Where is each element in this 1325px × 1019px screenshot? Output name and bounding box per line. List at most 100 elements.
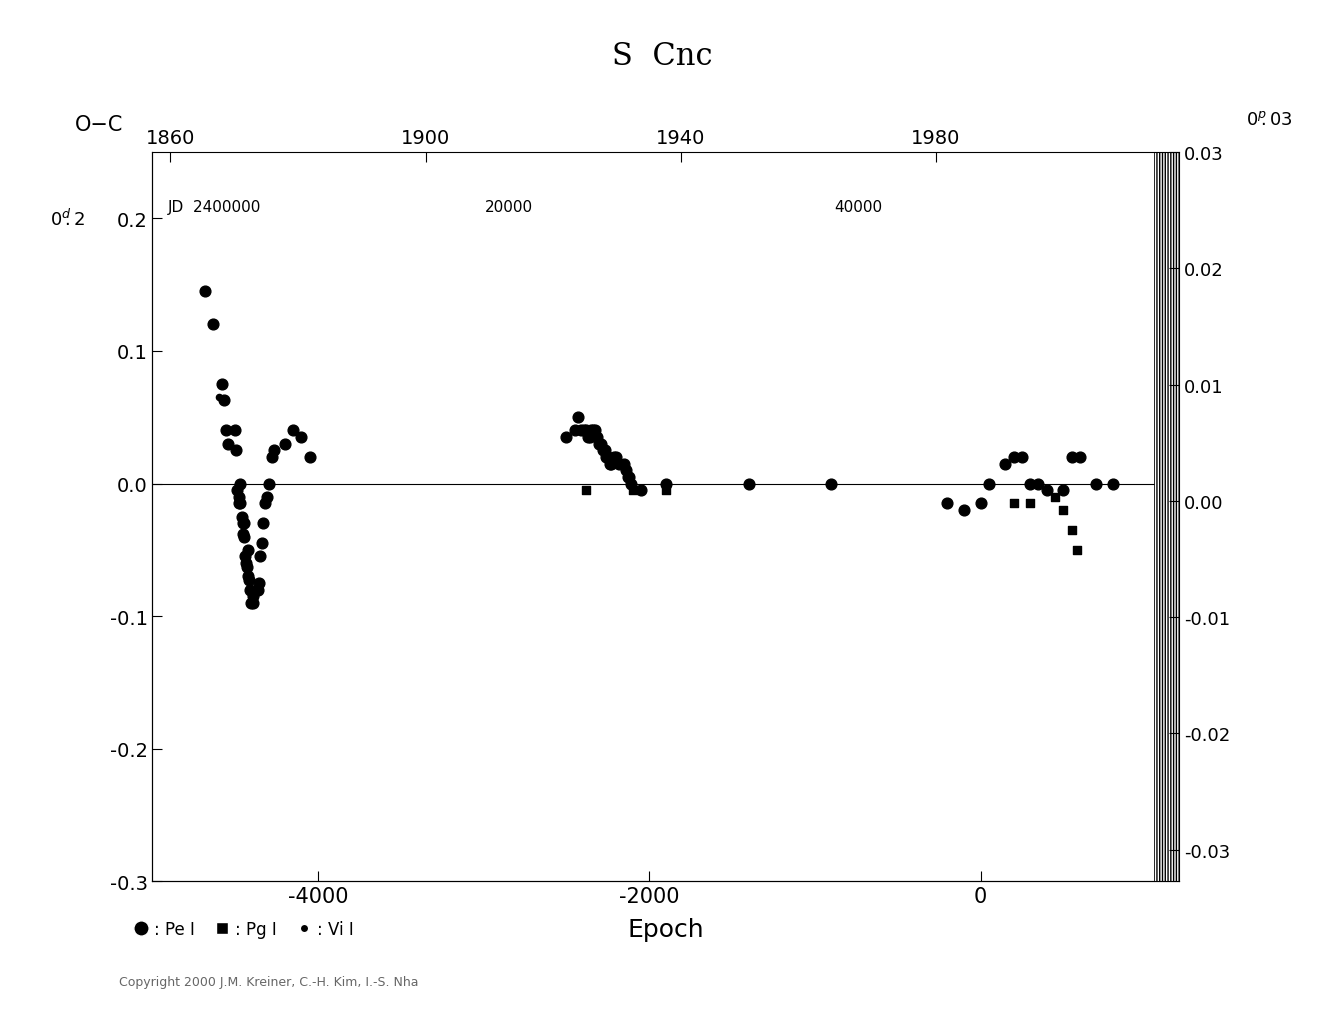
Point (575, 482, 596, 498)
Point (578, 429, 599, 445)
Point (261, 449, 282, 466)
X-axis label: Epoch: Epoch (628, 917, 704, 942)
Point (1085, 476, 1106, 492)
Point (229, 476, 250, 492)
Point (1028, 476, 1049, 492)
Point (236, 555, 257, 572)
Point (588, 436, 610, 452)
Point (1052, 482, 1073, 498)
Point (249, 548, 270, 565)
Point (213, 392, 235, 409)
Point (240, 595, 261, 611)
Point (237, 569, 258, 585)
Point (620, 476, 641, 492)
Point (248, 582, 269, 598)
Point (615, 463, 636, 479)
Point (242, 588, 264, 604)
Point (1003, 449, 1024, 466)
Point (621, 482, 643, 498)
Point (1052, 502, 1073, 519)
Point (249, 575, 270, 591)
Point (613, 455, 635, 472)
Text: $0^d\!\!.2$: $0^d\!\!.2$ (50, 209, 86, 229)
Point (232, 516, 253, 532)
Point (282, 423, 303, 439)
Point (555, 429, 576, 445)
Point (574, 423, 595, 439)
Point (235, 548, 256, 565)
Point (587, 429, 608, 445)
Point (995, 455, 1016, 472)
Point (242, 595, 264, 611)
Point (571, 423, 592, 439)
Point (1044, 489, 1065, 505)
Point (631, 482, 652, 498)
Point (264, 442, 285, 459)
Point (582, 423, 603, 439)
Point (1065, 542, 1086, 558)
Point (1019, 495, 1040, 512)
Point (592, 442, 613, 459)
Point (608, 455, 629, 472)
Point (233, 516, 254, 532)
Point (216, 423, 237, 439)
Text: Copyright 2000 J.M. Kreiner, C.-H. Kim, I.-S. Nha: Copyright 2000 J.M. Kreiner, C.-H. Kim, … (119, 975, 419, 988)
Text: O−C: O−C (76, 115, 123, 135)
Point (598, 449, 619, 466)
Point (617, 469, 639, 485)
Point (224, 423, 245, 439)
Point (225, 482, 246, 498)
Point (195, 283, 216, 300)
Text: $0^p\!\!.03$: $0^p\!\!.03$ (1246, 111, 1293, 128)
Point (594, 442, 615, 459)
Point (567, 410, 588, 426)
Legend: : Pe I, : Pg I, : Vi I: : Pe I, : Pg I, : Vi I (127, 913, 360, 945)
Point (253, 516, 274, 532)
Point (250, 535, 272, 551)
Point (212, 376, 233, 392)
Text: S  Cnc: S Cnc (612, 41, 713, 71)
Point (228, 495, 249, 512)
Point (604, 449, 625, 466)
Point (575, 423, 596, 439)
Point (606, 449, 627, 466)
Point (970, 495, 991, 512)
Point (225, 442, 246, 459)
Point (238, 573, 260, 589)
Point (579, 429, 600, 445)
Point (937, 495, 958, 512)
Point (231, 508, 252, 525)
Point (233, 529, 254, 545)
Point (1069, 449, 1090, 466)
Point (274, 436, 295, 452)
Point (1061, 522, 1083, 538)
Point (1102, 476, 1124, 492)
Point (299, 449, 321, 466)
Point (256, 489, 277, 505)
Point (258, 476, 280, 492)
Point (655, 482, 676, 498)
Point (1019, 476, 1040, 492)
Point (203, 317, 224, 333)
Point (1011, 449, 1032, 466)
Point (232, 526, 253, 542)
Point (738, 476, 759, 492)
Point (591, 436, 612, 452)
Point (237, 542, 258, 558)
Text: 20000: 20000 (485, 200, 533, 215)
Point (236, 559, 257, 576)
Point (978, 476, 999, 492)
Bar (1154, 153, 1179, 881)
Point (1003, 495, 1024, 512)
Point (600, 455, 621, 472)
Point (228, 489, 249, 505)
Point (290, 429, 311, 445)
Point (1061, 449, 1083, 466)
Point (254, 495, 276, 512)
Point (619, 469, 640, 485)
Point (584, 423, 606, 439)
Point (580, 423, 602, 439)
Point (820, 476, 841, 492)
Point (240, 582, 261, 598)
Point (655, 476, 676, 492)
